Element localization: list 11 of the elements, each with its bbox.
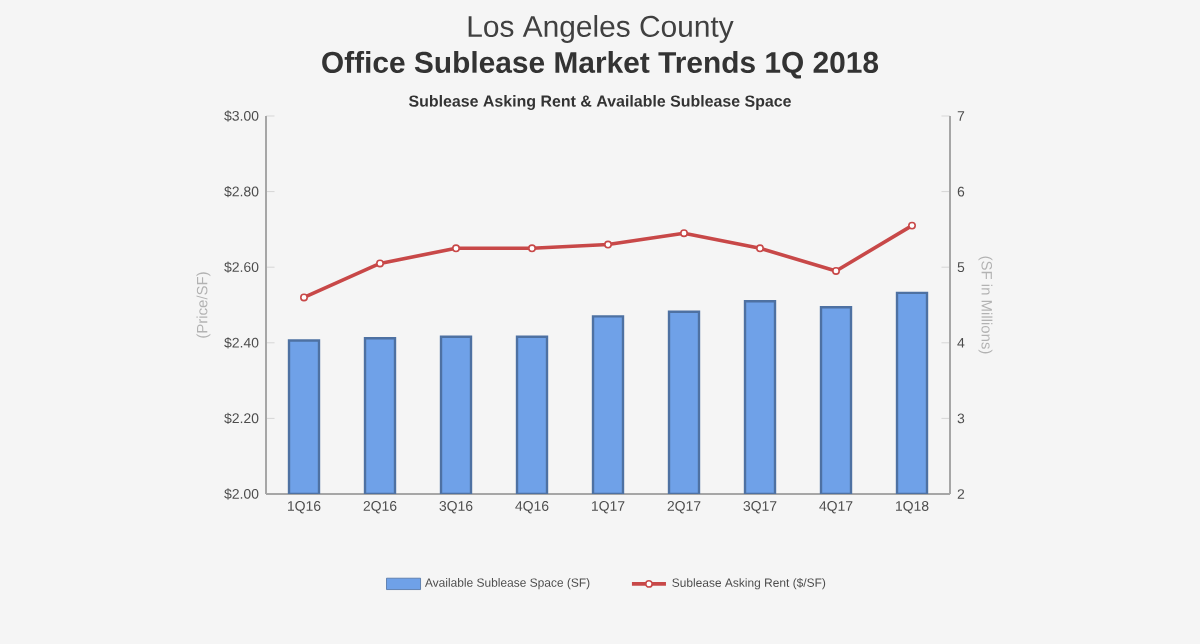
point <box>680 229 688 238</box>
point <box>376 259 384 268</box>
point <box>832 266 840 275</box>
point <box>300 293 308 302</box>
point <box>908 221 916 230</box>
point <box>452 244 460 253</box>
chart-title: Los Angeles County <box>468 15 734 43</box>
point <box>604 240 612 249</box>
chart-subtitle: Office Sublease Market Trends 1Q 2018 <box>322 51 879 79</box>
point <box>756 244 764 253</box>
point <box>528 244 536 253</box>
